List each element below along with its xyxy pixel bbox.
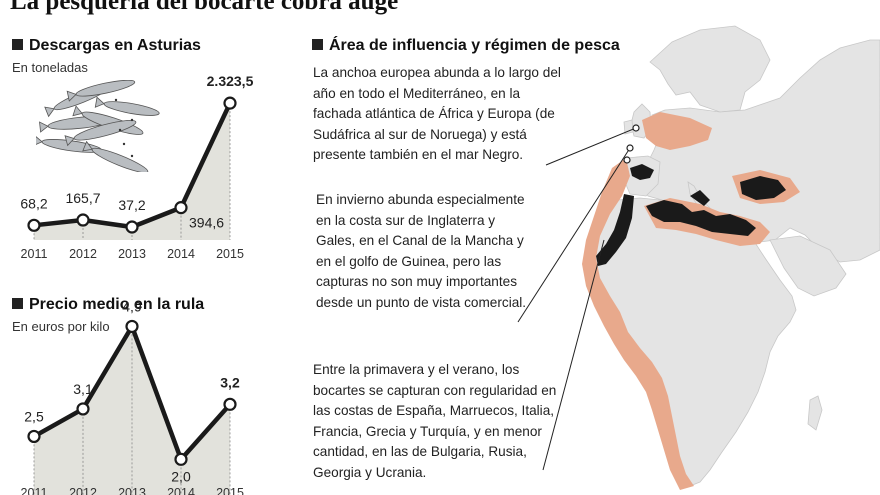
price-x-tick-label: 2014 [167,486,195,495]
price-point [125,319,139,334]
info-paragraph-1: La anchoa europea abunda a lo largo del … [313,65,561,162]
landings-chart: 68,2 165,7 37,2 394,6 2.323,5 2011 2012 2013 201… [20,73,254,261]
landings-value-label: 394,6 [189,215,224,231]
bullet-square-icon [312,39,323,50]
price-point [27,429,41,444]
price-value-label: 2,0 [171,468,191,484]
leader-lines [517,127,637,471]
map-title: Área de influencia y régimen de pesca [329,37,620,54]
price-value-label: 3,2 [220,374,240,390]
price-chart: 2,5 3,1 4,9 2,0 3,2 2011 2012 2013 2014 2015 [21,298,244,495]
price-point [76,402,90,416]
bullet-square-icon [12,39,23,50]
price-point [223,397,237,411]
main-title: La pesquería del bocarte cobra auge [10,0,399,15]
info-paragraph-3: Entre la primavera y el verano, los boca… [313,362,557,480]
pointer-england [632,124,640,132]
price-value-label: 3,1 [73,381,93,397]
info-paragraph-2: En invierno abunda especialmente en la c… [316,192,527,310]
pointer-spain [623,156,631,164]
price-x-tick-label: 2011 [21,486,48,495]
anchovy-illustration [36,80,160,172]
landings-point [27,218,41,232]
landings-section-title: Descargas en Asturias [12,37,201,55]
price-title: Precio medio en la rula [29,296,205,313]
landings-x-tick-label: 2011 [21,247,48,261]
bullet-square-icon [12,298,23,309]
price-x-tick-label: 2013 [118,486,146,495]
price-subtitle: En euros por kilo [12,319,110,334]
landings-value-label: 165,7 [65,190,100,206]
landings-x-tick-label: 2013 [118,247,146,261]
fishing-zones [596,164,786,266]
landings-value-label: 37,2 [118,197,145,213]
price-value-label: 4,9 [122,298,142,314]
price-x-tick-label: 2015 [216,486,244,495]
landings-area [34,103,230,240]
price-point [174,452,188,466]
map-section-title: Área de influencia y régimen de pesca [312,37,620,55]
landings-point [76,213,90,227]
price-x-tick-label: 2012 [69,486,97,495]
landings-value-label: 2.323,5 [207,73,254,89]
price-value-label: 2,5 [24,408,44,424]
landings-subtitle: En toneladas [12,60,88,75]
landings-value-label: 68,2 [20,195,47,211]
landings-title: Descargas en Asturias [29,37,201,54]
landings-x-tick-label: 2015 [216,247,244,261]
landings-x-tick-label: 2012 [69,247,97,261]
pointer-channel [626,144,634,152]
land-masses [591,25,880,487]
landings-point [174,201,188,215]
landings-point [125,220,139,234]
landings-x-tick-label: 2014 [167,247,195,261]
landings-point [223,96,237,110]
price-section-title: Precio medio en la rula [12,296,204,314]
